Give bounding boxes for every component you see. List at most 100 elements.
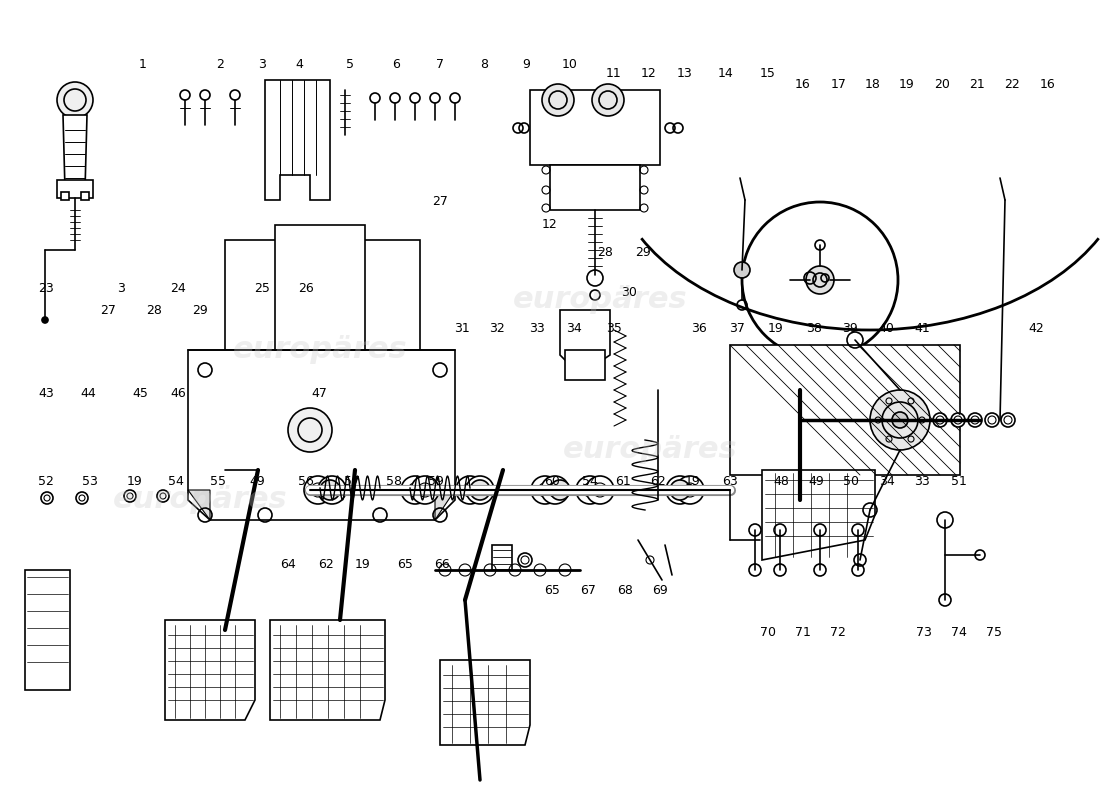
- Text: 68: 68: [617, 584, 632, 597]
- Circle shape: [984, 413, 999, 427]
- Text: 49: 49: [808, 475, 824, 488]
- Text: 16: 16: [795, 78, 811, 90]
- Text: 24: 24: [170, 282, 186, 294]
- Text: europäres: europäres: [112, 486, 287, 514]
- Text: 21: 21: [969, 78, 984, 90]
- Text: 20: 20: [934, 78, 949, 90]
- Circle shape: [806, 266, 834, 294]
- Circle shape: [734, 262, 750, 278]
- Text: 57: 57: [344, 475, 360, 488]
- Circle shape: [402, 476, 429, 504]
- Bar: [565, 350, 605, 380]
- Text: 29: 29: [192, 304, 208, 317]
- Polygon shape: [290, 263, 354, 327]
- Polygon shape: [188, 350, 455, 520]
- Text: 70: 70: [760, 626, 775, 638]
- Text: 64: 64: [280, 558, 296, 570]
- Text: 17: 17: [830, 78, 846, 90]
- Circle shape: [288, 408, 332, 452]
- Text: 44: 44: [80, 387, 96, 400]
- Text: 63: 63: [723, 475, 738, 488]
- Text: 19: 19: [355, 558, 371, 570]
- Circle shape: [933, 413, 947, 427]
- Circle shape: [470, 480, 490, 500]
- Circle shape: [466, 476, 494, 504]
- Circle shape: [670, 480, 690, 500]
- Text: 36: 36: [691, 322, 706, 334]
- Text: 35: 35: [606, 322, 621, 334]
- Bar: [25, 570, 70, 690]
- Text: 54: 54: [582, 475, 597, 488]
- Text: europäres: europäres: [513, 286, 688, 314]
- Text: 15: 15: [760, 67, 775, 80]
- Circle shape: [456, 476, 484, 504]
- Circle shape: [968, 413, 982, 427]
- Text: 71: 71: [795, 626, 811, 638]
- Text: 40: 40: [879, 322, 894, 334]
- Text: 22: 22: [1004, 78, 1020, 90]
- Circle shape: [676, 476, 704, 504]
- Text: 46: 46: [170, 387, 186, 400]
- Text: 31: 31: [454, 322, 470, 334]
- Bar: [275, 225, 365, 350]
- Circle shape: [320, 480, 340, 500]
- Circle shape: [318, 476, 346, 504]
- Polygon shape: [560, 310, 610, 375]
- Text: 19: 19: [126, 475, 142, 488]
- Text: 9: 9: [521, 58, 530, 70]
- Text: 74: 74: [952, 626, 967, 638]
- Circle shape: [42, 317, 48, 323]
- Text: 65: 65: [544, 584, 560, 597]
- Text: 11: 11: [606, 67, 621, 80]
- Text: 61: 61: [615, 475, 630, 488]
- Text: 62: 62: [318, 558, 333, 570]
- Text: 2: 2: [216, 58, 224, 70]
- Text: 6: 6: [392, 58, 400, 70]
- Circle shape: [304, 476, 332, 504]
- Bar: [57, 180, 94, 198]
- Text: 54: 54: [168, 475, 184, 488]
- Text: 10: 10: [562, 58, 578, 70]
- Text: 27: 27: [100, 304, 116, 317]
- Polygon shape: [165, 620, 255, 720]
- Circle shape: [531, 476, 559, 504]
- Polygon shape: [270, 620, 385, 720]
- Text: 29: 29: [636, 246, 651, 258]
- Text: 53: 53: [82, 475, 98, 488]
- Bar: [81, 192, 89, 200]
- Text: 28: 28: [597, 246, 613, 258]
- Text: 62: 62: [650, 475, 666, 488]
- Text: 25: 25: [254, 282, 270, 294]
- Text: 12: 12: [542, 218, 558, 230]
- Text: 72: 72: [830, 626, 846, 638]
- Bar: [226, 240, 420, 350]
- Circle shape: [576, 476, 604, 504]
- Text: 58: 58: [386, 475, 402, 488]
- Text: 51: 51: [952, 475, 967, 488]
- Polygon shape: [280, 253, 364, 337]
- Circle shape: [541, 476, 569, 504]
- Text: 73: 73: [916, 626, 932, 638]
- Text: 32: 32: [490, 322, 505, 334]
- Text: 8: 8: [480, 58, 488, 70]
- Circle shape: [815, 240, 825, 250]
- Text: 27: 27: [432, 195, 448, 208]
- Text: 19: 19: [768, 322, 783, 334]
- Text: 66: 66: [434, 558, 450, 570]
- Circle shape: [550, 480, 570, 500]
- Circle shape: [592, 84, 624, 116]
- Text: 49: 49: [250, 475, 265, 488]
- Text: 59: 59: [428, 475, 443, 488]
- Circle shape: [666, 476, 694, 504]
- Circle shape: [892, 412, 907, 428]
- Text: 50: 50: [844, 475, 859, 488]
- Polygon shape: [63, 115, 87, 190]
- Text: 30: 30: [621, 286, 637, 298]
- Polygon shape: [188, 490, 210, 520]
- Text: 33: 33: [914, 475, 929, 488]
- Text: 19: 19: [685, 475, 701, 488]
- Text: 4: 4: [295, 58, 304, 70]
- Text: europäres: europäres: [233, 335, 407, 365]
- Circle shape: [411, 476, 439, 504]
- Text: 26: 26: [298, 282, 314, 294]
